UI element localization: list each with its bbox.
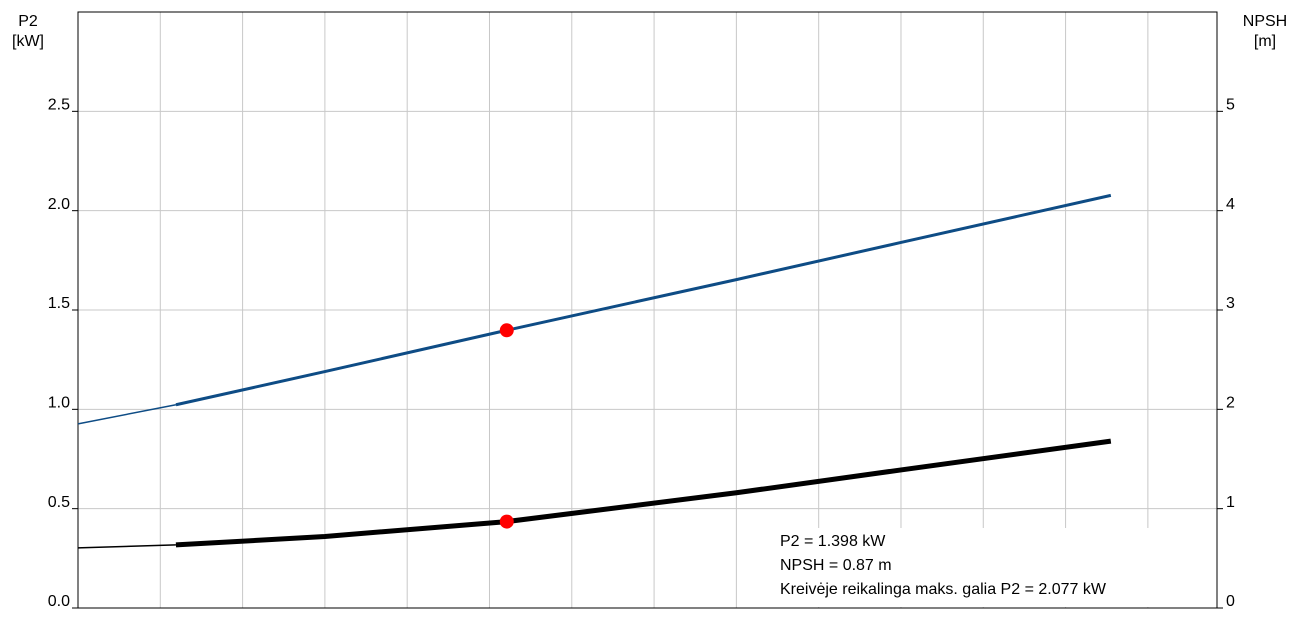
y2-axis-unit: [m] xyxy=(1254,33,1276,50)
y-tick-label: 1.0 xyxy=(48,395,70,412)
annotation: NPSH = 0.87 m xyxy=(780,557,892,574)
annotation: P2 = 1.398 kW xyxy=(780,533,886,550)
annotation-box xyxy=(770,528,1205,607)
y-tick-label: 0.5 xyxy=(48,494,70,511)
curve xyxy=(175,438,1112,548)
operating-point xyxy=(499,514,514,529)
y2-tick-label: 1 xyxy=(1226,494,1235,511)
curve xyxy=(175,193,1112,407)
y2-tick-label: 2 xyxy=(1226,395,1235,412)
y2-tick-label: 5 xyxy=(1226,97,1235,114)
operating-point xyxy=(499,323,514,338)
curve xyxy=(77,544,176,549)
y-tick-label: 1.5 xyxy=(48,295,70,312)
y-axis-unit: [kW] xyxy=(12,33,44,50)
y-tick-label: 0.0 xyxy=(48,593,70,610)
annotation: Kreivėje reikalinga maks. galia P2 = 2.0… xyxy=(780,581,1107,598)
plot-frame xyxy=(77,11,1218,609)
y2-tick-label: 3 xyxy=(1226,295,1235,312)
y-axis-label: P2 xyxy=(18,13,38,30)
y2-axis-label: NPSH xyxy=(1243,13,1287,30)
y-tick-label: 2.0 xyxy=(48,196,70,213)
y-tick-label: 2.5 xyxy=(48,97,70,114)
y2-tick-label: 0 xyxy=(1226,593,1235,610)
y2-tick-label: 4 xyxy=(1226,196,1235,213)
curve xyxy=(77,404,177,425)
